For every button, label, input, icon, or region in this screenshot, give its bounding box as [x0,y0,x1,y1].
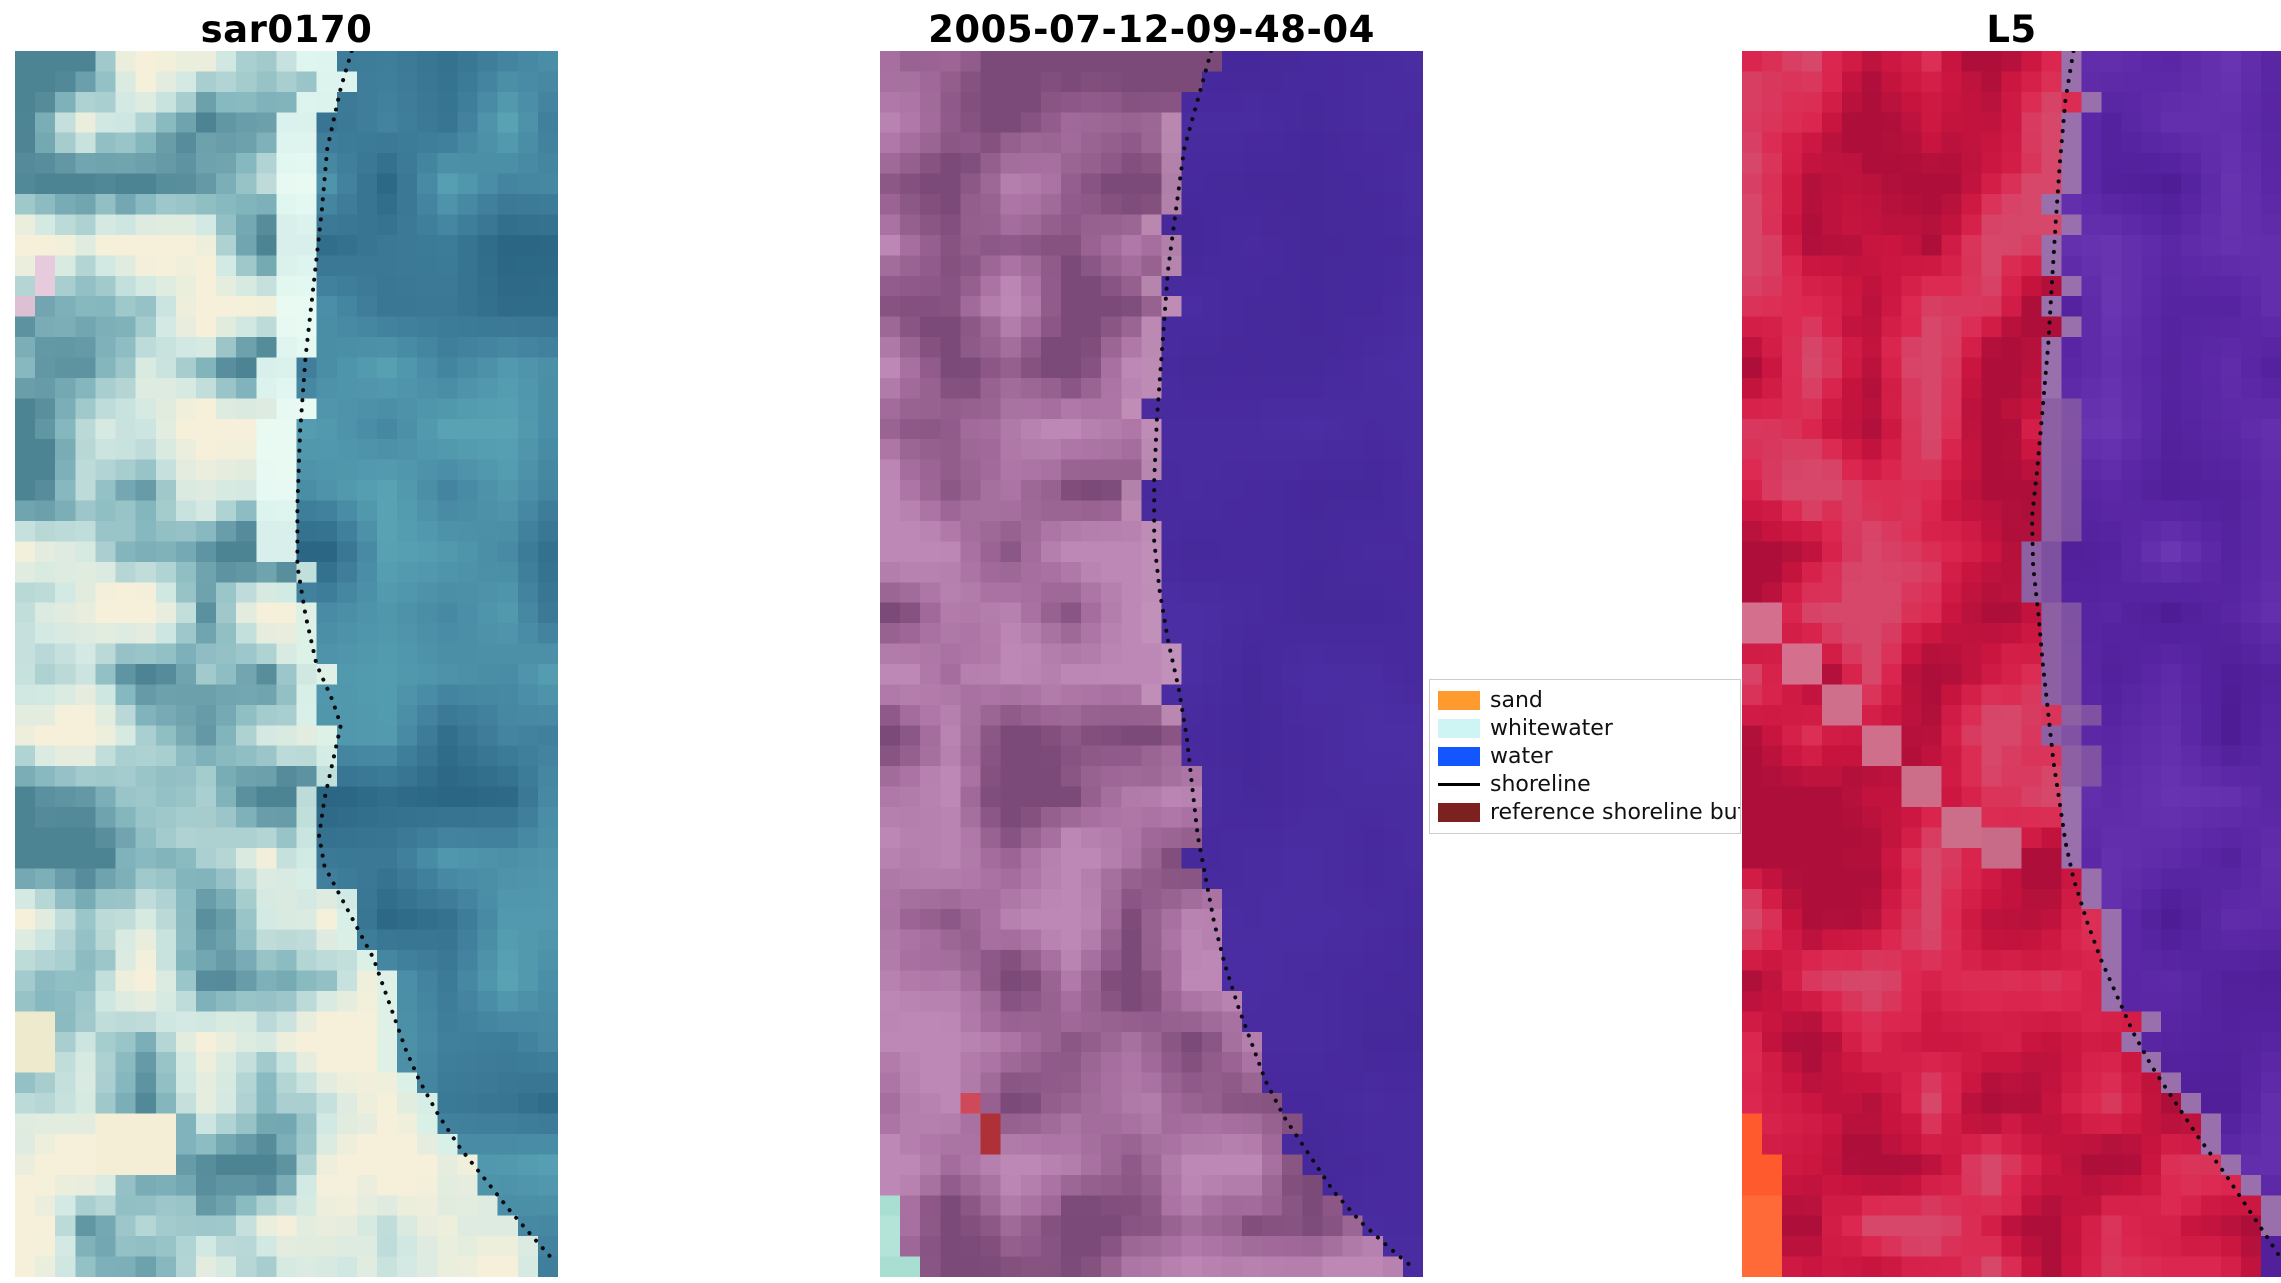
reference-buffer-swatch-icon [1438,802,1480,822]
legend-row-whitewater: whitewater [1438,714,1732,742]
legend-row-sand: sand [1438,686,1732,714]
legend-row-water: water [1438,742,1732,770]
shoreline-line-icon [1438,782,1480,786]
legend-row-reference-buffer: reference shoreline buf [1438,798,1740,826]
legend-label-water: water [1490,743,1553,769]
panel-sar-image [15,51,558,1277]
legend-label-sand: sand [1490,687,1543,713]
satellite-image-l5 [1742,51,2281,1277]
panel-title-sar: sar0170 [200,8,373,51]
sand-swatch-icon [1438,690,1480,710]
panel-title-classified: 2005-07-12-09-48-04 [928,8,1375,51]
legend-label-reference-buffer: reference shoreline buf [1490,799,1741,825]
water-swatch-icon [1438,746,1480,766]
panel-l5-image [1742,51,2281,1277]
legend-label-whitewater: whitewater [1490,715,1613,741]
legend: sand whitewater water shoreline referenc… [1429,679,1741,834]
satellite-image-sar [15,51,558,1277]
whitewater-swatch-icon [1438,718,1480,738]
classified-image [880,51,1423,1277]
panel-title-l5: L5 [1986,8,2037,51]
panel-classified-image [880,51,1423,1277]
legend-label-shoreline: shoreline [1490,771,1591,797]
legend-row-shoreline: shoreline [1438,770,1732,798]
